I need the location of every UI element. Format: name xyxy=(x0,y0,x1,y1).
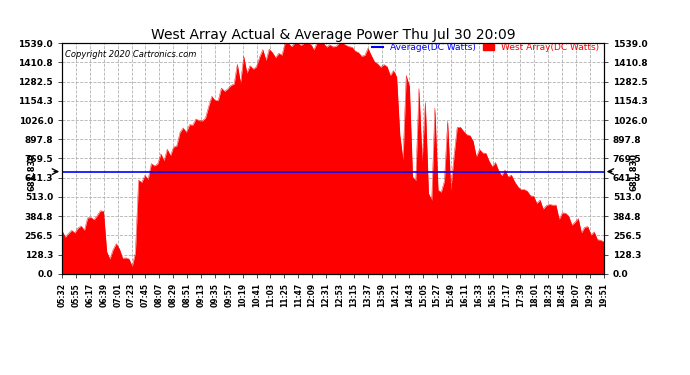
Title: West Array Actual & Average Power Thu Jul 30 20:09: West Array Actual & Average Power Thu Ju… xyxy=(150,28,515,42)
Text: 681.830: 681.830 xyxy=(629,153,638,190)
Text: Copyright 2020 Cartronics.com: Copyright 2020 Cartronics.com xyxy=(65,50,196,59)
Legend: Average(DC Watts), West Array(DC Watts): Average(DC Watts), West Array(DC Watts) xyxy=(372,43,599,52)
Text: 681.830: 681.830 xyxy=(28,153,37,190)
